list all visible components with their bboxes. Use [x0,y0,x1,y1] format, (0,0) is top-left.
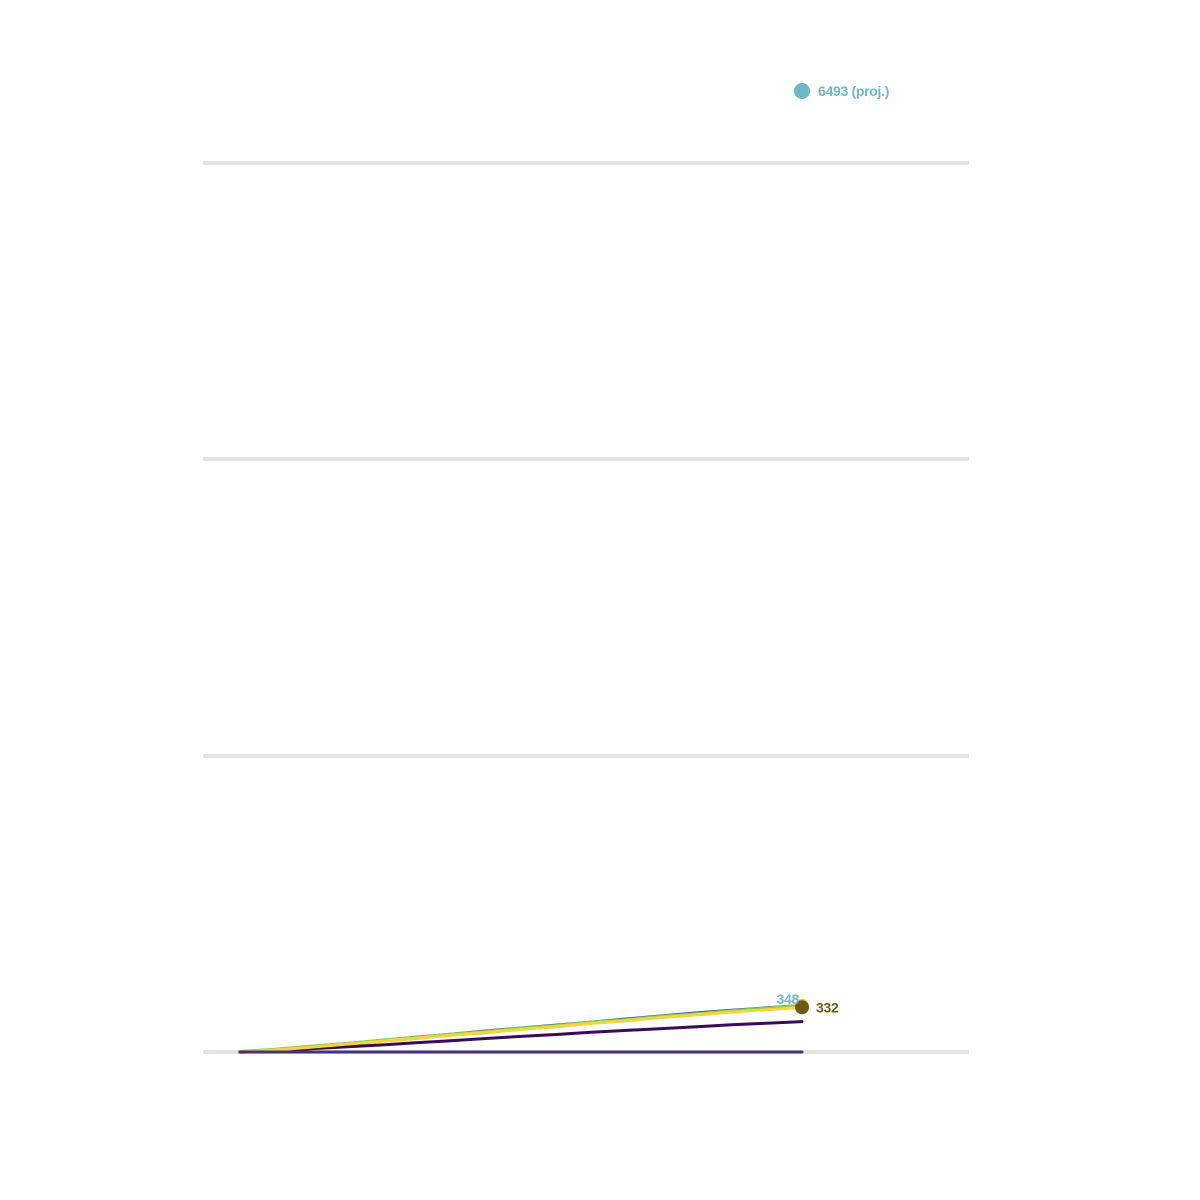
series-lines [238,1003,804,1054]
series-line-4 [238,1005,804,1054]
gridlines [203,161,969,1054]
projection-annotation: 6493 (proj.) [794,83,889,99]
projection-label: 6493 (proj.) [818,83,889,99]
end-markers [795,998,809,1015]
end-labels: 348 332 [777,991,840,1015]
series-line-3 [238,1020,804,1054]
end-label-2: 348 [777,991,800,1007]
projection-marker [794,83,810,99]
end-marker-4 [795,1000,809,1015]
end-label-4: 332 [816,999,839,1015]
